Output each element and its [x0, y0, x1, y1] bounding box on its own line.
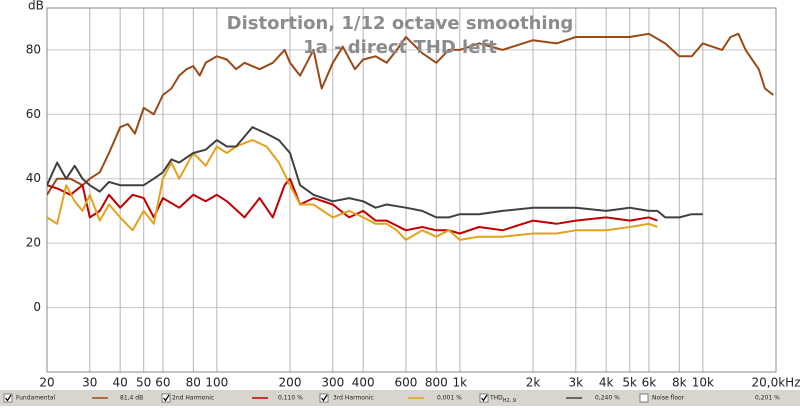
x-tick-label: 30	[82, 376, 97, 390]
x-tick-label: 5k	[622, 376, 637, 390]
x-tick-label: 2k	[526, 376, 541, 390]
x-tick-label: 200	[279, 376, 302, 390]
y-tick-label: 80	[26, 42, 41, 56]
y-tick-label: 40	[26, 171, 41, 185]
y-tick-label: 20	[26, 236, 41, 250]
legend-label: Fundamental	[16, 395, 56, 402]
checkbox[interactable]	[640, 394, 648, 402]
legend-readout: 0,110 %	[278, 395, 303, 402]
chart-title: Distortion, 1/12 octave smoothing	[227, 13, 574, 34]
x-tick-label: 600	[394, 376, 417, 390]
x-tick-label: 20,0kHz	[752, 376, 800, 390]
x-tick-label: 40	[113, 376, 128, 390]
legend-label-sub: H2..9	[503, 398, 516, 404]
x-tick-label: 10k	[692, 376, 714, 390]
legend-readout: 0,001 %	[437, 395, 462, 402]
y-tick-label: 60	[26, 107, 41, 121]
legend-readout: 81,4 dB	[120, 395, 143, 402]
x-tick-label: 6k	[642, 376, 657, 390]
x-tick-label: 60	[155, 376, 170, 390]
x-tick-label: 80	[186, 376, 201, 390]
x-tick-label: 8k	[672, 376, 687, 390]
y-axis-label: dB	[28, 0, 44, 13]
y-tick-label: 0	[33, 300, 41, 314]
x-tick-label: 4k	[599, 376, 614, 390]
x-tick-label: 400	[352, 376, 375, 390]
legend-label: 3rd Harmonic	[333, 395, 374, 402]
x-tick-label: 100	[205, 376, 228, 390]
legend-label: Noise floor	[652, 395, 685, 402]
x-tick-label: 20	[39, 376, 54, 390]
x-tick-label: 300	[321, 376, 344, 390]
chart-subtitle: 1a - direct THD left	[303, 37, 497, 58]
legend-label: 2nd Harmonic	[172, 395, 214, 402]
legend-readout: 0,201 %	[755, 395, 780, 402]
x-tick-label: 50	[136, 376, 151, 390]
legend-readout: 0,240 %	[595, 395, 620, 402]
x-tick-label: 800	[425, 376, 448, 390]
x-tick-label: 1k	[453, 376, 468, 390]
x-tick-label: 3k	[568, 376, 583, 390]
